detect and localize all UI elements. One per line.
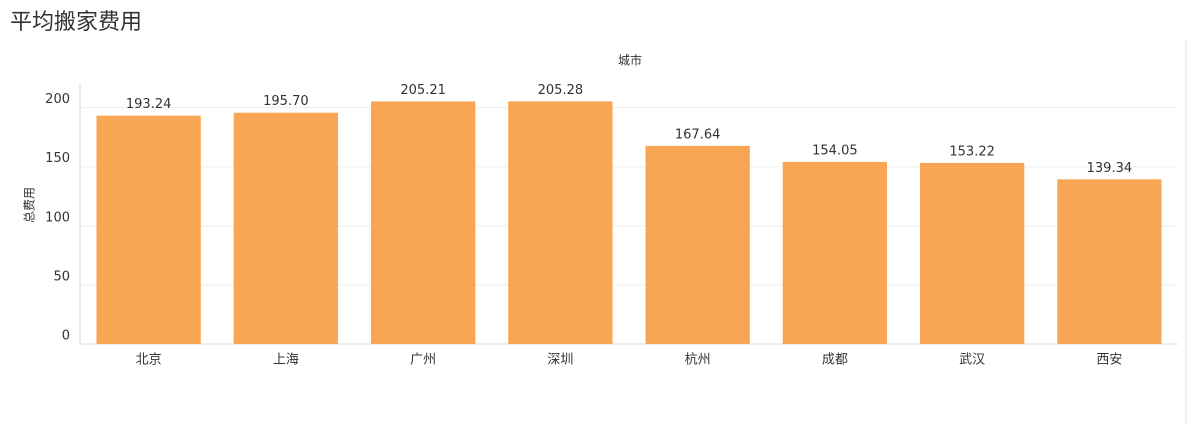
y-tick-label: 150: [45, 151, 70, 166]
value-label: 167.64: [675, 127, 721, 142]
x-tick-label: 武汉: [959, 353, 985, 368]
bar: [1057, 179, 1162, 344]
y-axis-title: 总费用: [23, 187, 37, 223]
bar: [508, 101, 613, 344]
bar: [919, 162, 1025, 344]
value-label: 139.34: [1087, 161, 1133, 176]
x-tick-label: 杭州: [685, 353, 711, 368]
bar: [233, 112, 339, 344]
x-axis-title: 城市: [618, 53, 642, 68]
bar: [370, 101, 476, 344]
x-tick-label: 西安: [1096, 353, 1122, 368]
bar: [782, 161, 888, 344]
x-tick-label: 北京: [136, 353, 162, 368]
value-label: 195.70: [263, 94, 309, 109]
value-label: 153.22: [949, 144, 995, 159]
value-label: 205.28: [538, 83, 584, 98]
x-tick-label: 广州: [410, 353, 436, 368]
chart-title: 平均搬家费用: [10, 10, 142, 35]
bar: [645, 145, 750, 344]
bar: [96, 115, 201, 344]
value-label: 205.21: [400, 83, 446, 98]
value-label: 154.05: [812, 143, 858, 158]
x-tick-label: 上海: [273, 353, 299, 368]
value-label: 193.24: [126, 97, 172, 112]
x-tick-label: 深圳: [547, 353, 573, 368]
y-tick-label: 200: [45, 92, 70, 107]
y-tick-label: 100: [45, 210, 70, 225]
y-tick-label: 0: [62, 329, 70, 344]
y-tick-label: 50: [53, 269, 70, 284]
x-tick-label: 成都: [822, 353, 848, 368]
